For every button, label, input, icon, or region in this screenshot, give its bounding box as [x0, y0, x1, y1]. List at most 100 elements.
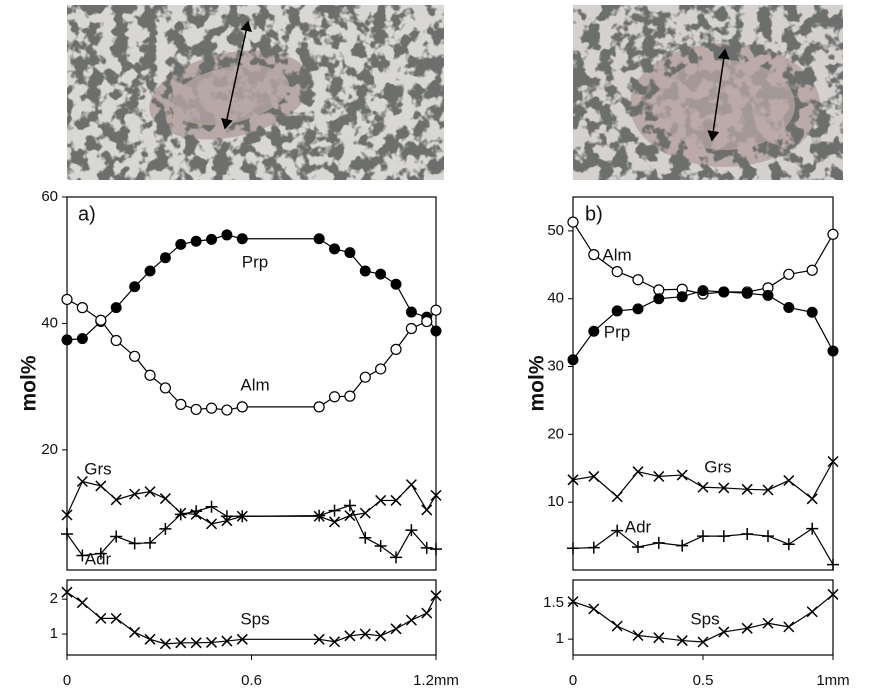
marker — [191, 236, 201, 246]
series-label: Alm — [602, 245, 631, 264]
y-tick-label: 1.5 — [543, 594, 564, 611]
y-axis-label: mol% — [18, 355, 41, 411]
marker — [807, 307, 817, 317]
x-tick-label: 0 — [63, 672, 71, 689]
plot: 11.500.51mmSps — [543, 580, 850, 689]
series-label: Grs — [704, 457, 731, 476]
series-line — [67, 481, 436, 523]
marker — [62, 335, 72, 345]
marker — [422, 505, 432, 515]
marker — [160, 253, 170, 263]
marker — [391, 624, 401, 634]
marker — [130, 627, 140, 637]
marker — [207, 519, 217, 529]
marker — [375, 540, 387, 552]
marker — [206, 501, 218, 513]
marker — [345, 248, 355, 258]
marker — [360, 372, 370, 382]
series-label: Adr — [625, 517, 652, 536]
marker — [222, 405, 232, 415]
marker — [360, 266, 370, 276]
y-tick-label: 2 — [50, 590, 58, 607]
marker — [130, 351, 140, 361]
marker — [588, 542, 600, 554]
marker — [376, 364, 386, 374]
micrograph-b — [573, 5, 843, 180]
marker — [828, 346, 838, 356]
marker — [329, 505, 341, 517]
marker — [612, 621, 622, 631]
marker — [237, 234, 247, 244]
marker — [589, 250, 599, 260]
series-line — [67, 235, 436, 340]
marker — [111, 336, 121, 346]
marker — [633, 304, 643, 314]
marker — [807, 265, 817, 275]
series-label: Sps — [240, 609, 269, 628]
marker — [633, 467, 643, 477]
marker — [359, 532, 371, 544]
marker — [96, 481, 106, 491]
x-tick-label: 1.2mm — [413, 672, 459, 689]
marker — [612, 267, 622, 277]
y-tick-label: 40 — [41, 314, 58, 331]
x-tick-label: 0.5 — [693, 672, 714, 689]
marker — [654, 294, 664, 304]
marker — [376, 269, 386, 279]
marker — [676, 540, 688, 552]
y-tick-label: 40 — [547, 290, 564, 307]
marker — [176, 239, 186, 249]
marker — [827, 559, 839, 571]
marker — [345, 391, 355, 401]
marker — [633, 275, 643, 285]
series-label: Prp — [242, 252, 268, 271]
series-label: Grs — [84, 459, 111, 478]
x-tick-label: 0 — [569, 672, 577, 689]
y-tick-label: 50 — [547, 222, 564, 239]
marker — [391, 344, 401, 354]
marker — [207, 234, 217, 244]
marker — [191, 404, 201, 414]
marker — [330, 392, 340, 402]
marker — [612, 306, 622, 316]
marker — [160, 494, 170, 504]
marker — [677, 292, 687, 302]
panel-label: a) — [78, 203, 96, 225]
marker — [784, 303, 794, 313]
marker — [330, 244, 340, 254]
marker — [589, 604, 599, 614]
marker — [207, 403, 217, 413]
series-line — [573, 461, 833, 498]
marker — [344, 500, 356, 512]
y-axis-label: mol% — [526, 355, 549, 411]
series-label: Adr — [85, 549, 112, 568]
marker — [222, 230, 232, 240]
marker — [807, 607, 817, 617]
marker — [430, 543, 442, 555]
y-tick-label: 1 — [50, 625, 58, 642]
marker — [330, 517, 340, 527]
marker — [698, 286, 708, 296]
marker — [763, 290, 773, 300]
marker — [806, 523, 818, 535]
marker — [568, 217, 578, 227]
y-tick-label: 10 — [547, 493, 564, 510]
marker — [62, 294, 72, 304]
x-tick-label: 0.6 — [241, 672, 262, 689]
figure: 204060a)mol%PrpAlmGrsAdr1200.61.2mmSps10… — [0, 0, 874, 695]
x-tick-label: 1mm — [816, 672, 849, 689]
marker — [612, 492, 622, 502]
marker — [145, 266, 155, 276]
marker — [406, 615, 416, 625]
y-tick-label: 60 — [41, 188, 58, 205]
marker — [718, 530, 730, 542]
marker — [431, 326, 441, 336]
plot: 1020304050b)mol%AlmPrpGrsAdr — [526, 197, 839, 571]
marker — [807, 494, 817, 504]
marker — [431, 305, 441, 315]
plot: 1 2 0 0.6 1.2mm Sps — [50, 580, 459, 689]
marker — [697, 530, 709, 542]
y-tick-label: 20 — [41, 441, 58, 458]
marker — [632, 541, 644, 553]
marker — [406, 307, 416, 317]
